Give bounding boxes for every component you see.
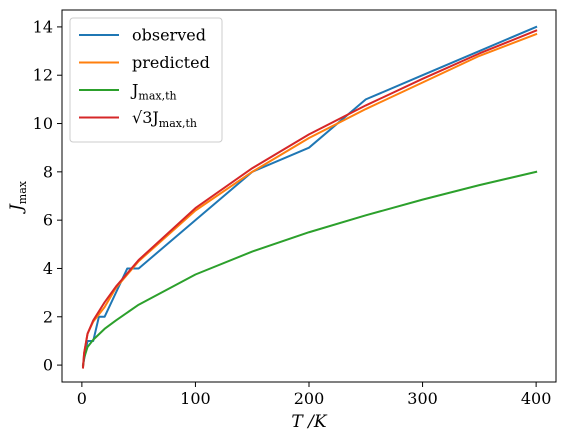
series-line-0 <box>81 25 538 367</box>
series-line-3 <box>81 29 538 369</box>
legend-label-2: Jmax,th <box>130 81 177 103</box>
series-line-2 <box>81 170 538 368</box>
y-tick-label: 2 <box>43 307 53 326</box>
y-tick-label: 10 <box>33 114 53 133</box>
x-tick-label: 200 <box>294 389 325 408</box>
y-tick-label: 14 <box>33 17 53 36</box>
x-axis-label: T /K <box>291 412 327 432</box>
legend-label-3: √3Jmax,th <box>132 108 197 130</box>
x-tick-label: 0 <box>77 389 87 408</box>
x-tick-label: 400 <box>521 389 552 408</box>
y-tick-label: 4 <box>43 259 53 278</box>
legend-label-1: predicted <box>132 53 210 72</box>
y-tick-label: 8 <box>43 162 53 181</box>
y-axis-label: Jmax <box>7 180 29 214</box>
y-tick-label: 12 <box>33 66 53 85</box>
legend-label-0: observed <box>132 26 206 45</box>
x-tick-label: 300 <box>407 389 438 408</box>
legend-box <box>69 17 223 143</box>
y-tick-label: 6 <box>43 211 53 230</box>
y-tick-label: 0 <box>43 356 53 375</box>
x-tick-label: 100 <box>180 389 211 408</box>
